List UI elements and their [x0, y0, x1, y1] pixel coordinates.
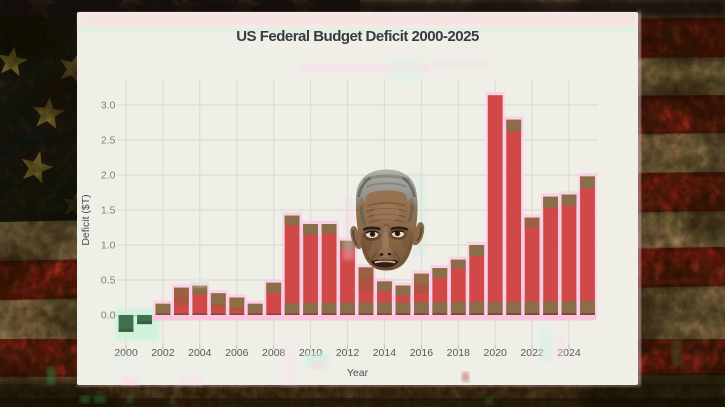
svg-text:2016: 2016 — [410, 347, 434, 359]
svg-text:2018: 2018 — [447, 347, 471, 359]
svg-text:0.0: 0.0 — [101, 310, 116, 322]
svg-text:2.5: 2.5 — [101, 135, 116, 147]
svg-text:1.5: 1.5 — [101, 205, 116, 217]
svg-text:1.0: 1.0 — [101, 240, 116, 252]
svg-text:2012: 2012 — [336, 347, 360, 359]
svg-text:US Federal Budget Deficit 2000: US Federal Budget Deficit 2000-2025 — [236, 28, 479, 45]
svg-text:2006: 2006 — [225, 347, 249, 359]
svg-text:2020: 2020 — [484, 347, 508, 359]
svg-text:2004: 2004 — [188, 347, 212, 359]
svg-text:2002: 2002 — [151, 347, 175, 359]
svg-text:0.5: 0.5 — [101, 275, 116, 287]
svg-text:2008: 2008 — [262, 347, 286, 359]
svg-text:Deficit ($T): Deficit ($T) — [80, 194, 92, 245]
svg-text:Year: Year — [347, 367, 369, 379]
svg-text:2014: 2014 — [373, 347, 397, 359]
svg-text:3.0: 3.0 — [101, 100, 116, 112]
svg-text:2.0: 2.0 — [101, 170, 116, 182]
